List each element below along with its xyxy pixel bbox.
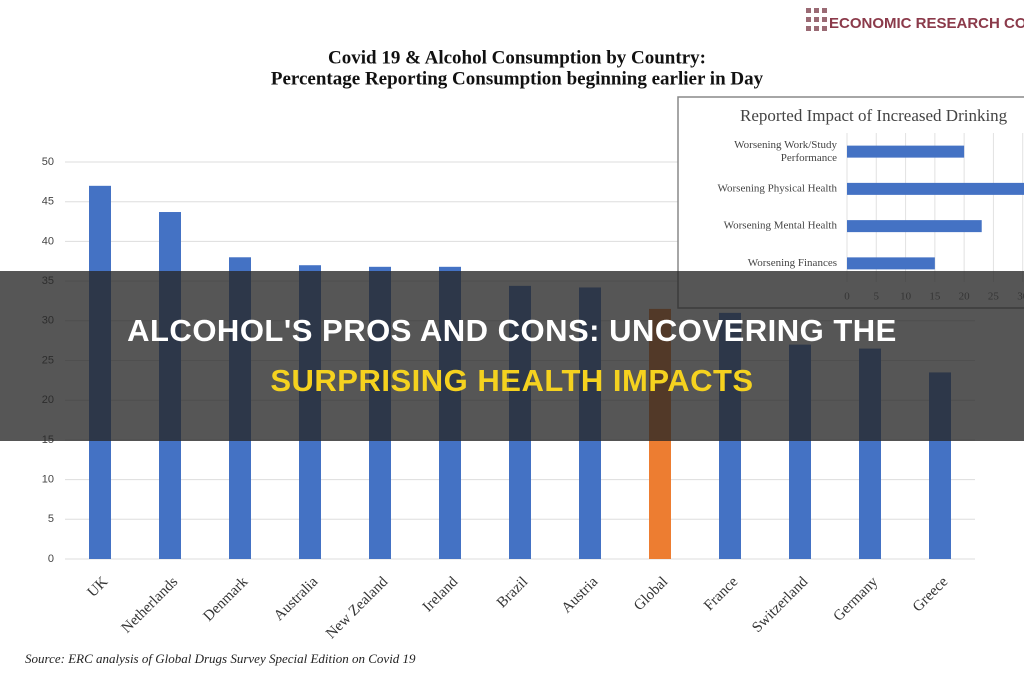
bar xyxy=(847,257,935,270)
x-tick-label: Denmark xyxy=(200,574,251,625)
source: Source: ERC analysis of Global Drugs Sur… xyxy=(25,651,416,666)
y-tick-label-line: Performance xyxy=(781,152,837,164)
x-tick-label: Australia xyxy=(271,574,321,624)
x-tick-label: Germany xyxy=(830,574,881,625)
chart-subtitle: Percentage Reporting Consumption beginni… xyxy=(271,68,764,89)
x-tick-label: Ireland xyxy=(420,574,462,616)
y-tick-label: Worsening Finances xyxy=(748,257,837,269)
x-tick-label: Austria xyxy=(559,574,602,617)
x-tick-label: UK xyxy=(85,574,112,601)
chart-title: Covid 19 & Alcohol Consumption by Countr… xyxy=(328,47,706,68)
logo-mark xyxy=(806,8,827,31)
bar xyxy=(847,220,982,233)
y-tick-label: 5 xyxy=(48,513,54,525)
x-tick-label: Greece xyxy=(910,574,952,616)
logo: ECONOMIC RESEARCH COUNCIL xyxy=(829,15,1024,32)
x-tick-label: Brazil xyxy=(494,574,531,611)
headline: SURPRISING HEALTH IMPACTS xyxy=(270,363,754,398)
headline: ALCOHOL'S PROS AND CONS: UNCOVERING THE xyxy=(127,313,897,348)
inset-title: Reported Impact of Increased Drinking xyxy=(740,106,1008,125)
x-tick-label: France xyxy=(701,574,741,614)
x-tick-label: New Zealand xyxy=(323,574,392,643)
x-tick-label: Switzerland xyxy=(749,574,811,636)
y-tick-label: 40 xyxy=(42,235,54,247)
y-tick-label: Worsening Physical Health xyxy=(718,182,838,194)
x-tick-label: Netherlands xyxy=(119,574,182,637)
headline-band: ALCOHOL'S PROS AND CONS: UNCOVERING THE … xyxy=(0,271,1024,441)
x-tick-label: Global xyxy=(631,574,671,614)
bar xyxy=(847,145,965,158)
y-tick-label: Worsening Work/Study Performance xyxy=(734,139,837,164)
y-tick-label: 45 xyxy=(42,196,54,208)
y-tick-label: 0 xyxy=(48,553,54,565)
bar xyxy=(847,182,1024,195)
y-tick-label: 50 xyxy=(42,156,54,168)
y-tick-label-line: Worsening Work/Study xyxy=(734,139,837,151)
y-tick-label: 10 xyxy=(42,474,54,486)
y-tick-label: Worsening Mental Health xyxy=(724,220,838,232)
